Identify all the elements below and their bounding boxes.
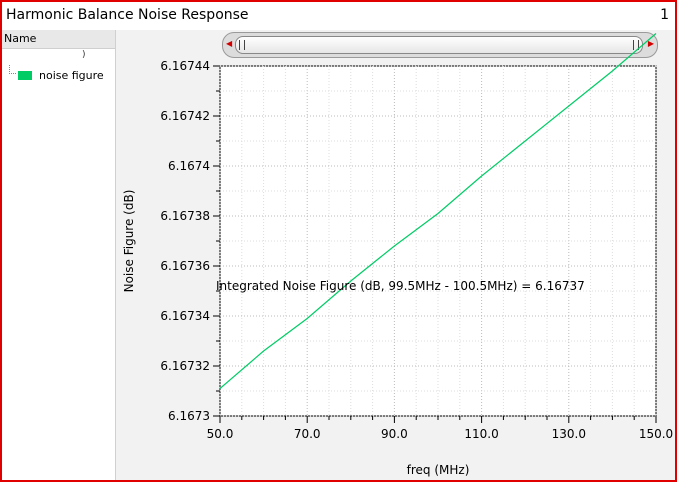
horizontal-scrollbar[interactable]: ◀ ▶: [222, 32, 658, 58]
y-tick-label: 6.16742: [160, 109, 210, 123]
left-grip-icon[interactable]: [239, 40, 245, 50]
series-layer: [219, 33, 657, 389]
scrollbar-thumb[interactable]: [235, 36, 643, 54]
tree-connector-icon: [9, 65, 16, 74]
plot-area[interactable]: ◀ ▶ 50.0 70.0 90.0 110.0 130.0 150.0 6.1673 6.1…: [116, 30, 675, 480]
legend-header[interactable]: Name: [2, 30, 115, 49]
y-tick-label: 6.16732: [160, 359, 210, 373]
y-tick-label: 6.16734: [160, 309, 210, 323]
column-resize-icon[interactable]: ): [82, 50, 86, 60]
title-bar: Harmonic Balance Noise Response 1: [2, 2, 675, 31]
scroll-right-arrow-icon[interactable]: ▶: [647, 39, 654, 48]
x-tick-label: 50.0: [207, 427, 234, 441]
legend-item-label[interactable]: noise figure: [39, 69, 104, 82]
x-tick-label: 90.0: [381, 427, 408, 441]
x-tick-label: 70.0: [294, 427, 321, 441]
ticks: 50.0 70.0 90.0 110.0 130.0 150.0 6.1673 6.16732…: [160, 59, 673, 441]
y-tick-label: 6.16738: [160, 209, 210, 223]
integrated-noise-annotation: Integrated Noise Figure (dB, 99.5MHz - 1…: [216, 279, 585, 293]
chart[interactable]: 50.0 70.0 90.0 110.0 130.0 150.0 6.1673 6.16732…: [116, 30, 675, 480]
x-tick-label: 110.0: [464, 427, 498, 441]
legend-swatch[interactable]: [18, 71, 32, 80]
x-tick-label: 130.0: [552, 427, 586, 441]
legend-header-label: Name: [4, 32, 37, 45]
series-line-noise-figure[interactable]: [219, 33, 657, 389]
x-tick-label: 150.0: [639, 427, 673, 441]
y-axis-label: Noise Figure (dB): [122, 190, 136, 293]
scroll-left-arrow-icon[interactable]: ◀: [226, 39, 233, 48]
y-tick-label: 6.16736: [160, 259, 210, 273]
y-tick-label: 6.16744: [160, 59, 210, 73]
right-grip-icon[interactable]: [633, 40, 639, 50]
y-tick-label: 6.1673: [168, 409, 210, 423]
legend-panel: Name ) noise figure: [2, 30, 116, 480]
y-tick-label: 6.1674: [168, 159, 210, 173]
x-axis-label: freq (MHz): [407, 463, 470, 477]
window-index: 1: [660, 7, 669, 23]
window-title: Harmonic Balance Noise Response: [6, 7, 249, 23]
